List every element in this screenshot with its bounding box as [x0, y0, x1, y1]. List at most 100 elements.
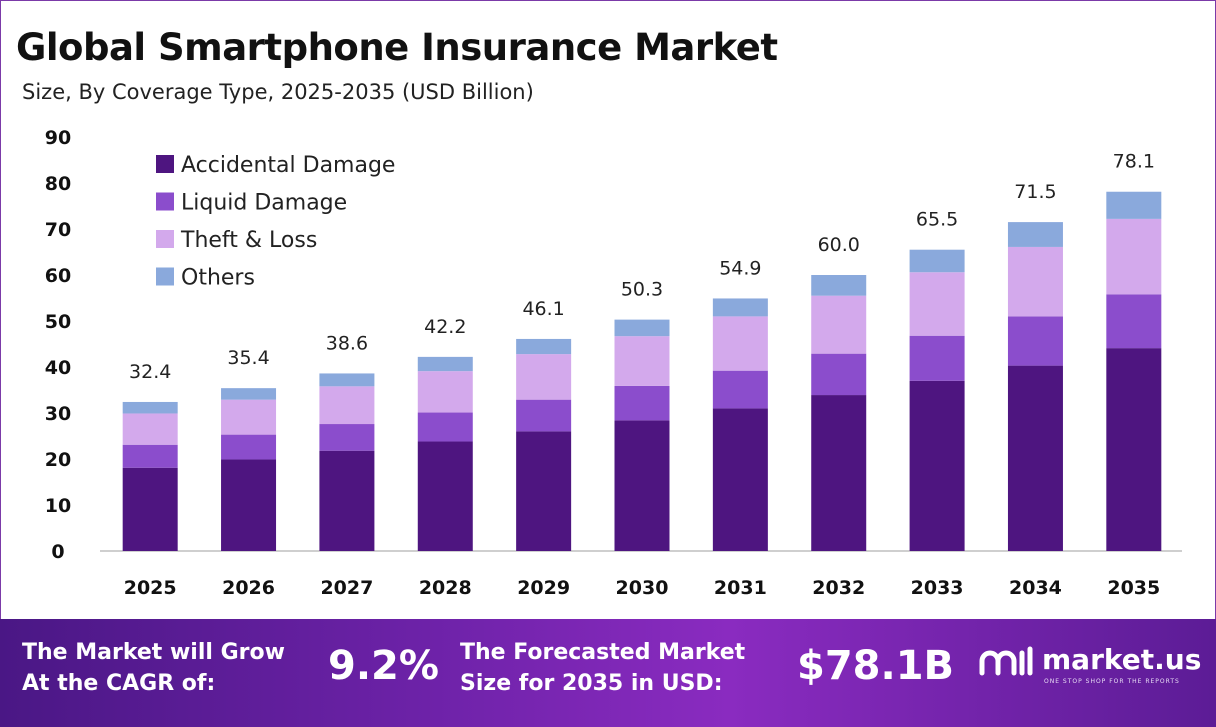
- brand-name: market.us: [1042, 643, 1202, 676]
- bar-segment-others: [221, 388, 277, 400]
- y-tick-label: 80: [45, 173, 71, 195]
- bar-segment-liquid-damage: [516, 399, 572, 432]
- footer-banner: The Market will Grow At the CAGR of: 9.2…: [0, 619, 1216, 727]
- bar-segment-others: [1106, 191, 1162, 219]
- legend-swatch: [156, 267, 174, 286]
- y-tick-label: 0: [51, 541, 64, 563]
- legend-label: Others: [181, 266, 255, 291]
- bar-segment-theft-loss: [122, 413, 178, 445]
- bar-segment-theft-loss: [1106, 218, 1162, 295]
- bar-segment-accidental-damage: [417, 441, 473, 551]
- brand-logo[interactable]: market.us ONE STOP SHOP FOR THE REPORTS: [978, 643, 1203, 703]
- stacked-bar-chart: 010203040506070809032.4202535.4202638.62…: [45, 127, 1182, 599]
- bar-segment-others: [319, 373, 375, 387]
- bar-segment-accidental-damage: [811, 395, 867, 551]
- bar-segment-accidental-damage: [122, 467, 178, 551]
- bar-segment-accidental-damage: [712, 408, 768, 551]
- brand-tagline: ONE STOP SHOP FOR THE REPORTS: [1044, 678, 1180, 685]
- x-tick-label: 2032: [812, 577, 865, 599]
- bar-segment-others: [712, 298, 768, 317]
- cagr-label-line2: At the CAGR of:: [22, 671, 216, 696]
- chart-subtitle: Size, By Coverage Type, 2025-2035 (USD B…: [22, 80, 534, 104]
- x-tick-label: 2030: [616, 577, 669, 599]
- bar-segment-theft-loss: [712, 316, 768, 371]
- legend-label: Accidental Damage: [181, 153, 395, 178]
- bar-total-label: 65.5: [916, 209, 958, 231]
- forecast-label-line1: The Forecasted Market: [460, 640, 746, 665]
- bar-segment-accidental-damage: [909, 380, 965, 551]
- bar-segment-liquid-damage: [221, 434, 277, 460]
- bar-total-label: 32.4: [129, 361, 171, 383]
- bar-segment-liquid-damage: [1007, 316, 1063, 366]
- forecast-value: $78.1B: [797, 643, 955, 689]
- bar-segment-others: [1007, 222, 1063, 247]
- bar-segment-theft-loss: [614, 336, 670, 386]
- bar-segment-others: [516, 338, 572, 355]
- bar-segment-liquid-damage: [1106, 294, 1162, 349]
- y-tick-label: 70: [45, 219, 71, 241]
- x-tick-label: 2034: [1009, 577, 1062, 599]
- legend-swatch: [156, 192, 174, 211]
- forecast-label-line2: Size for 2035 in USD:: [460, 671, 723, 696]
- bar-segment-theft-loss: [319, 386, 375, 425]
- cagr-label: The Market will Grow At the CAGR of:: [22, 637, 285, 699]
- chart-title: Global Smartphone Insurance Market: [16, 26, 778, 69]
- y-tick-label: 60: [45, 265, 71, 287]
- bar-segment-accidental-damage: [221, 459, 277, 551]
- y-tick-label: 10: [45, 495, 71, 517]
- bar-segment-others: [614, 319, 670, 337]
- y-tick-label: 90: [45, 127, 71, 149]
- legend-swatch: [156, 155, 174, 173]
- y-tick-label: 20: [45, 449, 71, 471]
- x-tick-label: 2025: [124, 577, 177, 599]
- bar-segment-theft-loss: [909, 272, 965, 336]
- bar-segment-theft-loss: [221, 399, 277, 435]
- forecast-label: The Forecasted Market Size for 2035 in U…: [460, 637, 745, 699]
- cagr-value: 9.2%: [328, 643, 439, 689]
- x-tick-label: 2035: [1107, 577, 1160, 599]
- bar-segment-accidental-damage: [614, 420, 670, 551]
- y-tick-label: 40: [45, 357, 71, 379]
- cagr-label-line1: The Market will Grow: [22, 640, 285, 665]
- bar-segment-theft-loss: [516, 354, 572, 400]
- bar-segment-others: [811, 275, 867, 296]
- bar-segment-accidental-damage: [1106, 348, 1162, 551]
- bar-total-label: 54.9: [719, 257, 761, 279]
- bar-segment-accidental-damage: [516, 431, 572, 551]
- bar-total-label: 38.6: [326, 332, 368, 354]
- bar-segment-liquid-damage: [712, 370, 768, 409]
- x-tick-label: 2026: [222, 577, 275, 599]
- bar-segment-liquid-damage: [909, 335, 965, 381]
- y-tick-label: 30: [45, 403, 71, 425]
- x-tick-label: 2029: [517, 577, 570, 599]
- bar-segment-others: [417, 356, 473, 372]
- bar-segment-liquid-damage: [614, 385, 670, 421]
- bar-segment-accidental-damage: [1007, 365, 1063, 551]
- bar-segment-accidental-damage: [319, 450, 375, 551]
- bar-total-label: 46.1: [522, 298, 564, 320]
- bar-segment-others: [909, 249, 965, 273]
- legend-label: Theft & Loss: [180, 228, 317, 253]
- legend-swatch: [156, 230, 174, 248]
- bar-segment-liquid-damage: [122, 444, 178, 468]
- x-tick-label: 2031: [714, 577, 767, 599]
- x-tick-label: 2028: [419, 577, 472, 599]
- bar-total-label: 60.0: [818, 234, 860, 256]
- bar-segment-theft-loss: [1007, 246, 1063, 317]
- legend-label: Liquid Damage: [181, 191, 347, 216]
- market-us-logo-icon: [979, 646, 1033, 676]
- y-tick-label: 50: [45, 311, 71, 333]
- bar-segment-liquid-damage: [319, 424, 375, 451]
- bar-segment-liquid-damage: [417, 412, 473, 442]
- bar-segment-others: [122, 401, 178, 414]
- bar-segment-theft-loss: [417, 371, 473, 413]
- bar-total-label: 42.2: [424, 316, 466, 338]
- x-tick-label: 2027: [320, 577, 373, 599]
- bar-total-label: 71.5: [1014, 181, 1056, 203]
- bar-total-label: 35.4: [227, 347, 269, 369]
- bar-total-label: 78.1: [1113, 151, 1155, 173]
- bar-total-label: 50.3: [621, 279, 663, 301]
- x-tick-label: 2033: [911, 577, 964, 599]
- bar-segment-theft-loss: [811, 295, 867, 354]
- bar-segment-liquid-damage: [811, 353, 867, 396]
